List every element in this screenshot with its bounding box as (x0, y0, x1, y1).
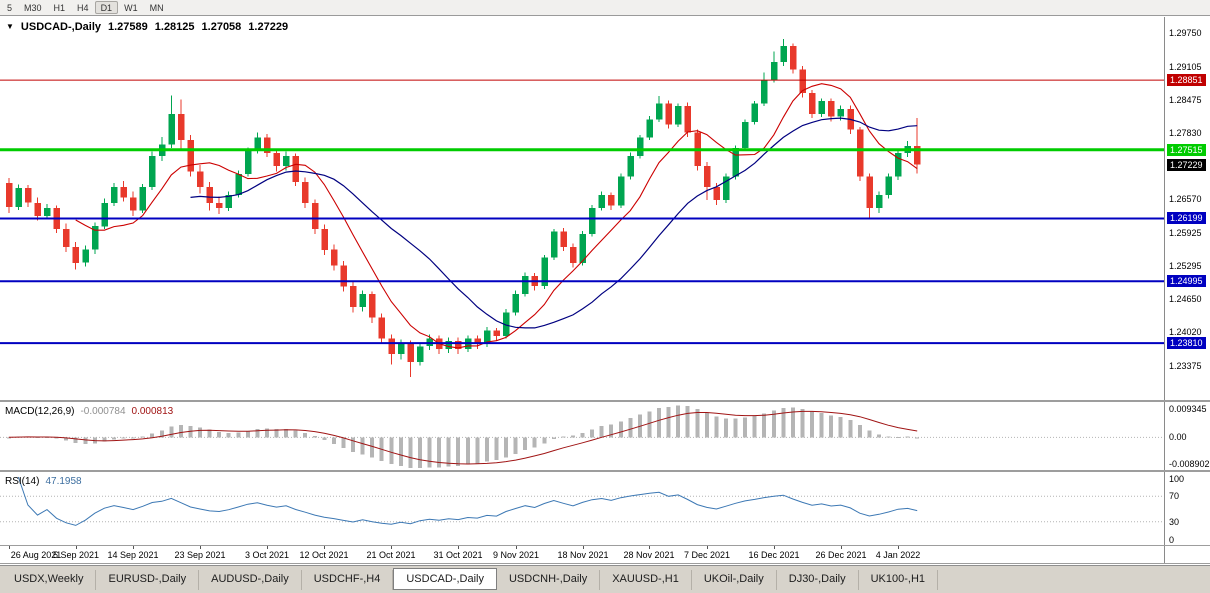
date-tick (324, 546, 325, 549)
chart-ohlc-label: ▼ USDCAD-,Daily 1.27589 1.28125 1.27058 … (6, 21, 288, 33)
rsi-axis-tick: 70 (1169, 491, 1180, 502)
rsi-axis-tick: 30 (1169, 516, 1180, 527)
panel-separator[interactable] (0, 470, 1210, 472)
timeframe-button-d1[interactable]: D1 (94, 1, 119, 14)
macd-signal-line (8, 410, 918, 465)
chart-tab-dj30-daily[interactable]: DJ30-,Daily (776, 570, 859, 590)
price-axis-tick: 1.24020 (1169, 327, 1202, 338)
date-label: 16 Dec 2021 (748, 550, 800, 560)
chart-tab-usdcnh-daily[interactable]: USDCNH-,Daily (496, 570, 601, 590)
date-label: 3 Oct 2021 (244, 550, 290, 560)
timeframe-toolbar: 5 M30 H1 H4 D1 W1 MN (0, 0, 1210, 16)
date-tick (133, 546, 134, 549)
date-tick (707, 546, 708, 549)
price-level-badge: 1.28851 (1167, 74, 1206, 87)
date-label: 7 Dec 2021 (683, 550, 731, 560)
date-tick (516, 546, 517, 549)
date-label: 9 Nov 2021 (492, 550, 540, 560)
ma-fast-line (75, 83, 918, 349)
price-axis-tick: 1.27830 (1169, 128, 1202, 139)
date-label: 4 Jan 2022 (875, 550, 921, 560)
price-level-badge: 1.24995 (1167, 275, 1206, 288)
date-tick (898, 546, 899, 549)
date-label: 5 Sep 2021 (52, 550, 100, 560)
price-axis-tick: 1.29105 (1169, 61, 1202, 72)
date-tick (76, 546, 77, 549)
date-tick (841, 546, 842, 549)
macd-value: -0.000784 (80, 406, 126, 417)
chart-tab-xauusd-h1[interactable]: XAUUSD-,H1 (600, 570, 692, 590)
date-label: 26 Dec 2021 (815, 550, 867, 560)
macd-signal-value: 0.000813 (131, 406, 174, 417)
rsi-value: 47.1958 (45, 476, 82, 487)
ohlc-low: 1.27058 (201, 21, 242, 33)
chart-tab-audusd-daily[interactable]: AUDUSD-,Daily (199, 570, 302, 590)
rsi-line (17, 476, 918, 526)
price-level-badge: 1.23810 (1167, 337, 1206, 350)
timeframe-button-m30[interactable]: M30 (24, 3, 42, 13)
price-axis-tick: 1.23375 (1169, 360, 1202, 371)
ohlc-close: 1.27229 (248, 21, 289, 33)
date-tick (391, 546, 392, 549)
current-price-badge: 1.27229 (1167, 158, 1206, 171)
date-tick (649, 546, 650, 549)
macd-axis-tick: -0.008902 (1169, 459, 1210, 469)
candles (5, 38, 921, 377)
panel-separator[interactable] (0, 400, 1210, 402)
chart-tab-usdchf-h4[interactable]: USDCHF-,H4 (301, 570, 394, 590)
date-tick (583, 546, 584, 549)
price-level-badge: 1.26199 (1167, 212, 1206, 225)
date-label: 18 Nov 2021 (557, 550, 609, 560)
date-label: 21 Oct 2021 (366, 550, 416, 560)
symbol-label: USDCAD-,Daily (20, 21, 101, 33)
rsi-axis-tick: 0 (1169, 535, 1175, 545)
symbol-dropdown-icon[interactable]: ▼ (6, 21, 14, 31)
chart-canvas[interactable] (0, 0, 1164, 563)
ohlc-open: 1.27589 (108, 21, 148, 33)
chart-tab-usdx-weekly[interactable]: USDX,Weekly (2, 570, 97, 590)
price-axis-tick: 1.26570 (1169, 194, 1202, 205)
timeframe-button-w1[interactable]: W1 (124, 3, 138, 13)
ohlc-high: 1.28125 (154, 21, 195, 33)
chart-tab-ukoil-daily[interactable]: UKOil-,Daily (691, 570, 777, 590)
timeframe-button-h4[interactable]: H4 (77, 3, 89, 13)
date-label: 28 Nov 2021 (623, 550, 675, 560)
price-axis-tick: 1.25295 (1169, 260, 1202, 271)
timeframe-button-mn[interactable]: MN (149, 3, 164, 13)
price-axis-tick: 1.29750 (1169, 28, 1202, 39)
date-tick (9, 546, 10, 549)
price-axis-tick: 1.24650 (1169, 294, 1202, 305)
date-label: 14 Sep 2021 (107, 550, 159, 560)
date-tick (458, 546, 459, 549)
macd-name: MACD(12,26,9) (5, 406, 75, 417)
chart-tab-usdcad-daily[interactable]: USDCAD-,Daily (393, 568, 497, 590)
price-axis-tick: 1.28475 (1169, 94, 1202, 105)
panel-separator (0, 545, 1210, 546)
date-label: 12 Oct 2021 (299, 550, 349, 560)
chart-tab-uk100-h1[interactable]: UK100-,H1 (858, 570, 939, 590)
date-label: 23 Sep 2021 (174, 550, 226, 560)
date-tick (267, 546, 268, 549)
timeframe-button-h1[interactable]: H1 (53, 3, 66, 13)
macd-axis-tick: 0.00 (1169, 432, 1187, 443)
rsi-axis-tick: 100 (1169, 474, 1185, 484)
ma-slow-line (190, 117, 918, 329)
date-tick (774, 546, 775, 549)
date-label: 26 Aug 2021 (10, 550, 62, 560)
macd-indicator-label: MACD(12,26,9) -0.000784 0.000813 (5, 406, 173, 417)
date-axis[interactable]: 26 Aug 2021 5 Sep 2021 14 Sep 2021 23 Sep 2… (0, 546, 1164, 563)
chart-tabbar: USDX,Weekly EURUSD-,Daily AUDUSD-,Daily USD… (0, 565, 1210, 593)
price-level-badge: 1.27515 (1167, 143, 1206, 156)
macd-axis-tick: 0.009345 (1169, 404, 1207, 414)
date-label: 31 Oct 2021 (433, 550, 483, 560)
chart-tab-eurusd-daily[interactable]: EURUSD-,Daily (96, 570, 200, 590)
rsi-name: RSI(14) (5, 476, 40, 487)
rsi-indicator-label: RSI(14) 47.1958 (5, 476, 82, 487)
price-axis-tick: 1.25925 (1169, 227, 1202, 238)
date-tick (200, 546, 201, 549)
price-axis[interactable]: 1.29750 1.29105 1.28475 1.27830 1.26570 1.259… (1164, 17, 1210, 563)
panel-separator (0, 563, 1210, 564)
timeframe-button-5[interactable]: 5 (7, 3, 13, 13)
